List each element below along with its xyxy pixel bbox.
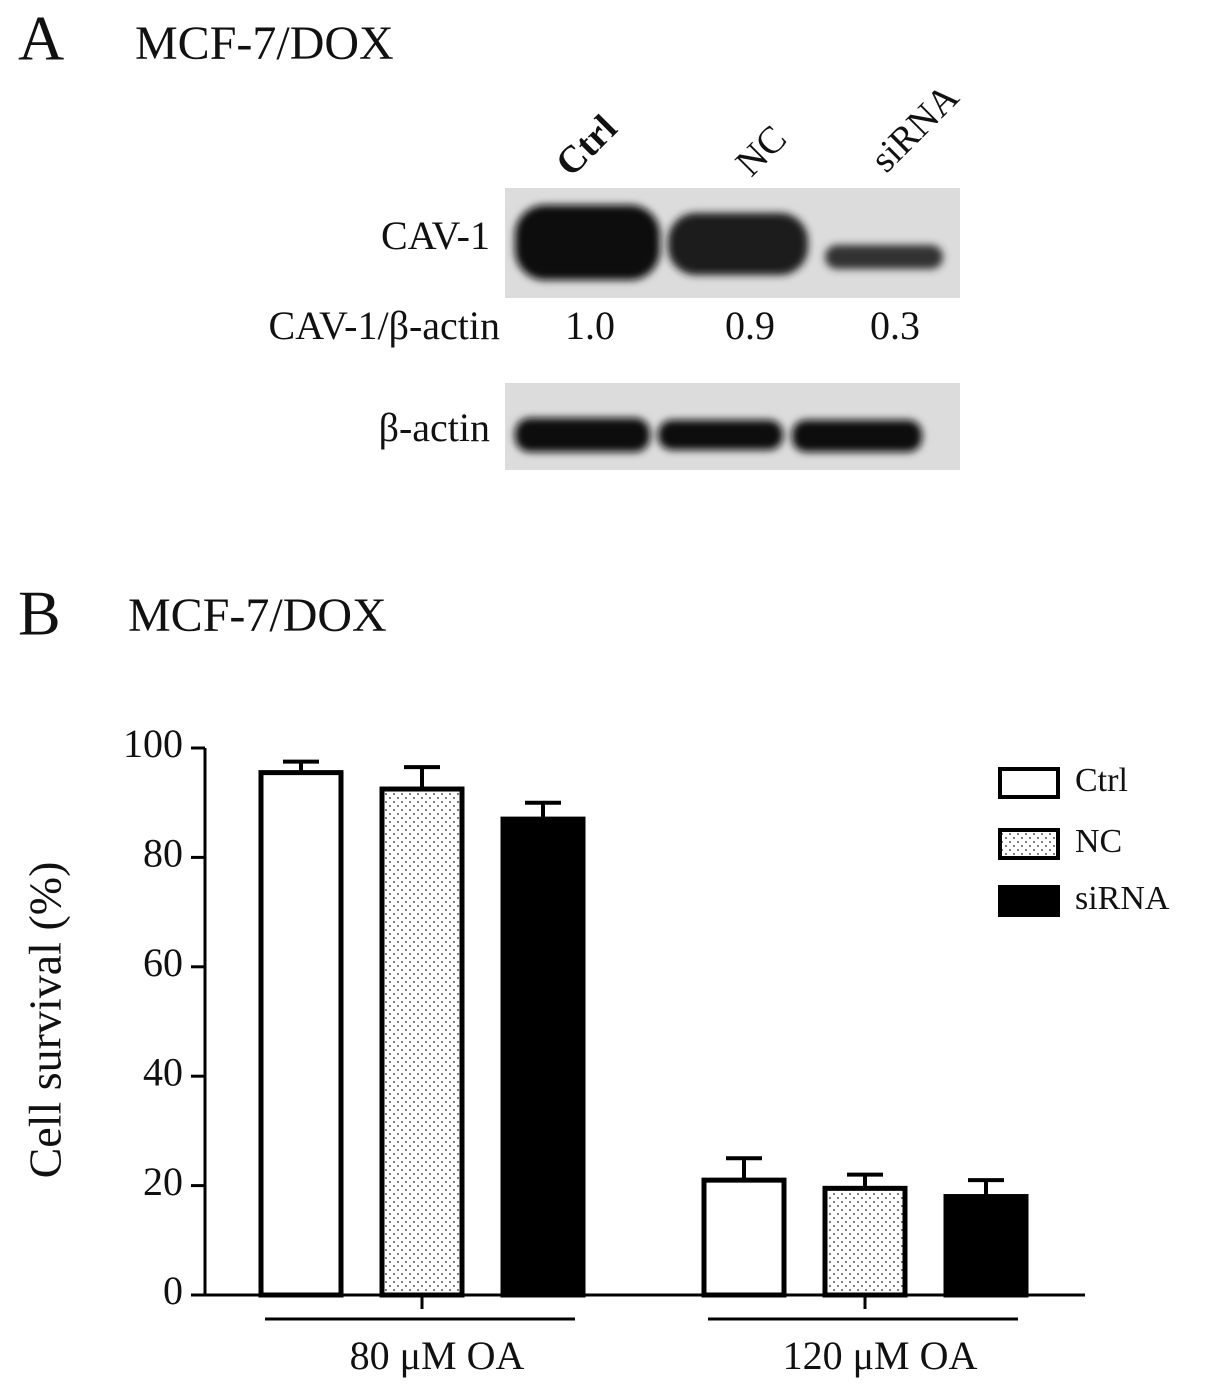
- lane-label: Ctrl: [548, 107, 625, 184]
- ratio: 0.3: [870, 303, 920, 348]
- legend-label: Ctrl: [1075, 762, 1128, 799]
- bar: [500, 816, 586, 1298]
- y-tick-label: 60: [143, 940, 183, 985]
- y-tick-label: 40: [143, 1049, 183, 1094]
- band: [515, 205, 660, 280]
- legend-swatch: [998, 885, 1060, 917]
- bar: [379, 786, 465, 1298]
- panel-label: B: [18, 578, 61, 649]
- bar: [822, 1185, 908, 1298]
- chart-title: MCF-7/DOX: [128, 589, 387, 642]
- panel-label: A: [18, 3, 64, 74]
- bands: [515, 418, 922, 452]
- legend-swatch: [998, 767, 1060, 799]
- band: [825, 245, 943, 269]
- band: [515, 418, 650, 452]
- lane-label: NC: [728, 117, 795, 184]
- band: [668, 213, 808, 275]
- ratio: 0.9: [725, 303, 775, 348]
- lane-label: siRNA: [863, 76, 968, 181]
- legend-label: siRNA: [1075, 880, 1170, 917]
- band: [792, 420, 922, 452]
- y-tick-label: 80: [143, 831, 183, 876]
- row-label: CAV-1/β-actin: [269, 303, 500, 348]
- bar: [701, 1177, 787, 1298]
- legend-label: NC: [1075, 823, 1122, 860]
- x-tick-label: 120 μM OA: [783, 1333, 978, 1378]
- bands: [515, 205, 943, 280]
- x-tick-label: 80 μM OA: [350, 1333, 525, 1378]
- y-tick-label: 0: [163, 1268, 183, 1313]
- bar: [258, 770, 344, 1298]
- y-tick-label: 100: [123, 721, 183, 766]
- row-label: CAV-1: [381, 213, 490, 258]
- legend-swatch: [998, 828, 1060, 860]
- y-tick-label: 20: [143, 1159, 183, 1204]
- bar: [943, 1194, 1029, 1298]
- ratio: 1.0: [565, 303, 615, 348]
- y-axis-label: Cell survival (%): [20, 862, 71, 1179]
- row-label: β-actin: [379, 405, 490, 450]
- panel-title: MCF-7/DOX: [135, 17, 394, 70]
- band: [658, 420, 783, 450]
